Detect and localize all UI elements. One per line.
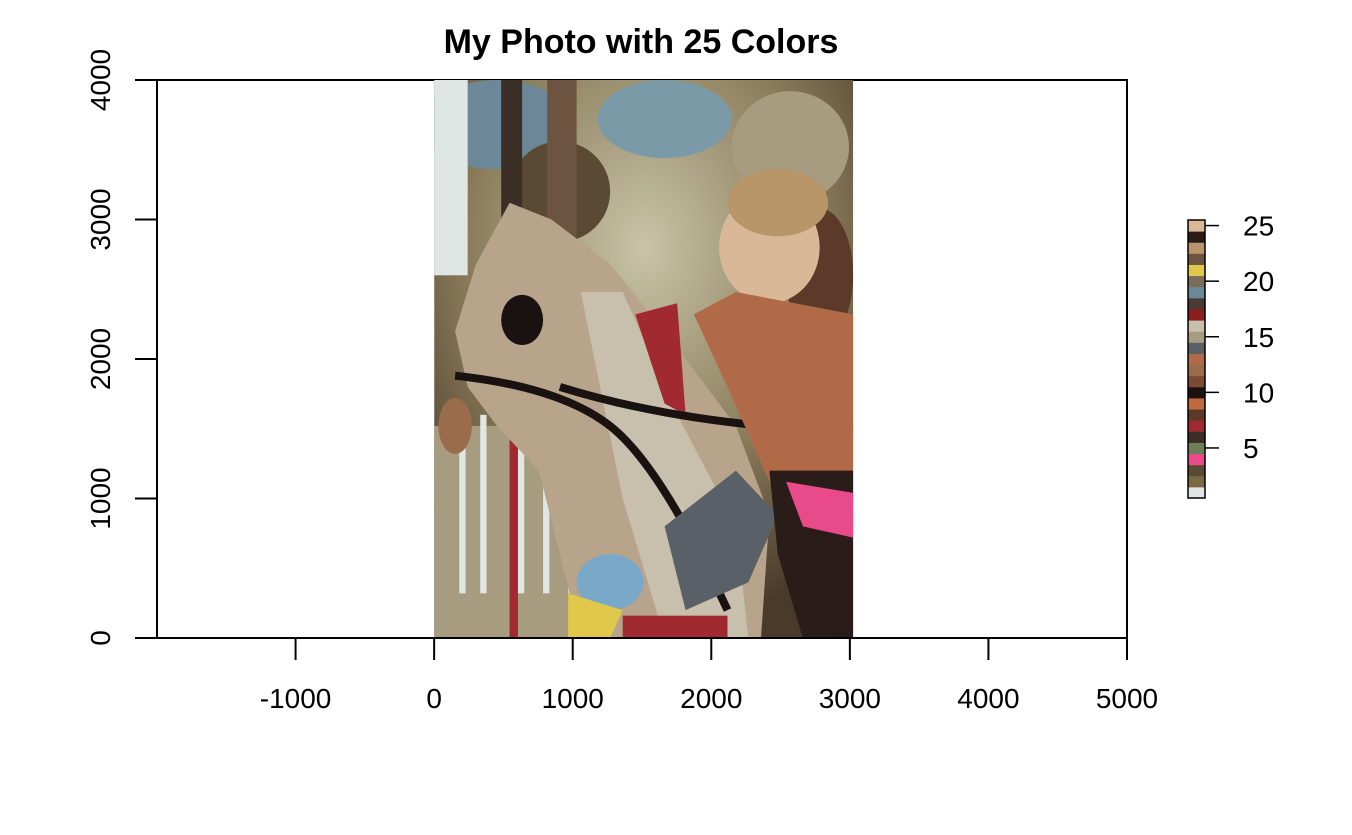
horse-saddle — [664, 470, 778, 611]
legend-swatch — [1188, 231, 1205, 243]
y-tick-label: 0 — [85, 630, 116, 646]
y-tick-label: 4000 — [85, 49, 116, 111]
legend-frame — [1187, 219, 1206, 499]
legend-swatch — [1188, 364, 1205, 377]
legend-swatch — [1188, 386, 1205, 399]
fence-post — [459, 414, 466, 594]
y-tick-label: 2000 — [85, 328, 116, 390]
child-pink — [786, 481, 854, 538]
child-sweater — [693, 292, 854, 499]
legend-tick-label: 10 — [1243, 377, 1274, 408]
legend-swatch — [1188, 431, 1205, 443]
fence-post — [509, 386, 518, 638]
legend-swatch — [1188, 275, 1205, 288]
legend-swatch — [1188, 308, 1205, 321]
legend-swatch — [1188, 353, 1205, 366]
x-tick-label: 3000 — [819, 683, 881, 714]
horse-ornament-yellow — [568, 593, 623, 638]
horse-ornament-blue — [576, 554, 644, 611]
legend-swatch — [1188, 475, 1205, 488]
carousel-pole — [547, 80, 577, 248]
y-axis: 0 1000 2000 3000 4000 — [85, 49, 158, 646]
legend-swatch — [1188, 342, 1205, 354]
legend-swatch — [1188, 264, 1205, 277]
legend-swatch — [1188, 331, 1205, 343]
child-hair — [727, 169, 829, 237]
x-tick-label: 4000 — [957, 683, 1019, 714]
legend-tick-label: 15 — [1243, 322, 1274, 353]
horse-eye — [501, 294, 544, 346]
x-tick-label: 1000 — [542, 683, 604, 714]
legend-tick-label: 20 — [1243, 266, 1274, 297]
x-axis: -1000 0 1000 2000 3000 4000 5000 — [260, 637, 1158, 714]
legend-swatch — [1188, 320, 1205, 332]
legend-swatch — [1188, 242, 1205, 254]
legend-swatch — [1188, 297, 1205, 310]
x-tick-label: -1000 — [260, 683, 332, 714]
legend-swatch — [1188, 220, 1205, 232]
bg-blotch — [597, 80, 732, 159]
legend-swatch — [1188, 464, 1205, 477]
legend-swatch — [1188, 375, 1205, 388]
legend-swatch — [1188, 253, 1205, 265]
legend-swatch — [1188, 420, 1205, 432]
fence-post — [543, 414, 550, 594]
legend-tick-label: 25 — [1243, 211, 1274, 242]
horse-ornament-red — [622, 615, 728, 638]
legend-swatch — [1188, 442, 1205, 455]
legend-swatch — [1188, 453, 1205, 466]
horse-nose — [438, 398, 472, 454]
x-tick-label: 2000 — [680, 683, 742, 714]
legend-swatch — [1188, 286, 1205, 299]
legend-swatch — [1188, 486, 1205, 499]
bg-blotch — [434, 80, 468, 276]
fence-post — [480, 414, 487, 594]
x-tick-label: 0 — [426, 683, 442, 714]
x-tick-label: 5000 — [1096, 683, 1158, 714]
legend-swatch — [1188, 397, 1205, 410]
legend-swatch — [1188, 409, 1205, 421]
fence-post — [517, 414, 525, 594]
color-legend: 5 10 15 20 25 — [1187, 211, 1274, 499]
y-tick-label: 3000 — [85, 188, 116, 250]
horse-mane-red — [635, 303, 686, 415]
legend-tick-label: 5 — [1243, 433, 1259, 464]
chart-title: My Photo with 25 Colors — [444, 23, 839, 61]
photo-raster — [434, 80, 854, 638]
y-tick-label: 1000 — [85, 467, 116, 529]
